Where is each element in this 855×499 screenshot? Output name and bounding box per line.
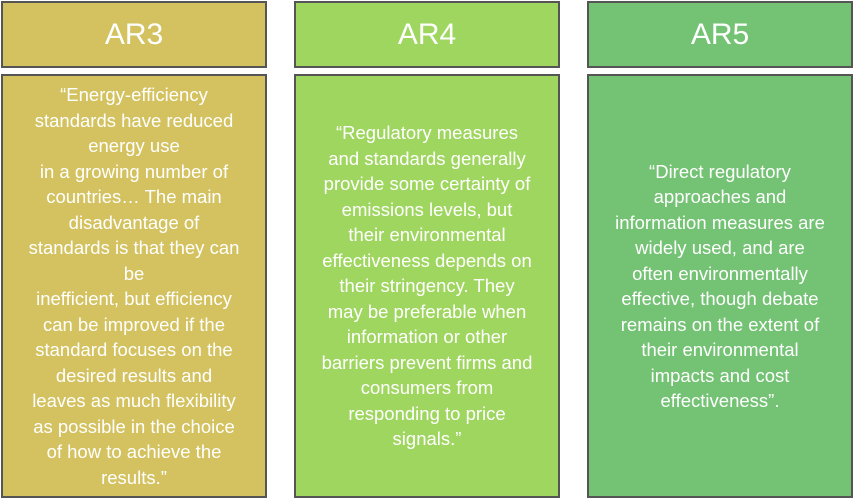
column-ar3: AR3 “Energy-efficiency standards have re…: [1, 0, 267, 499]
quote-text-ar3: “Energy-efficiency standards have reduce…: [28, 84, 240, 488]
quote-box-ar5: “Direct regulatory approaches and inform…: [587, 74, 853, 498]
title-ar3: AR3: [104, 17, 164, 51]
quote-text-ar5: “Direct regulatory approaches and inform…: [615, 160, 825, 412]
column-ar5: AR5 “Direct regulatory approaches and in…: [587, 0, 853, 499]
header-ar3: AR3: [1, 1, 267, 68]
title-ar5: AR5: [690, 17, 750, 51]
quote-box-ar3: “Energy-efficiency standards have reduce…: [1, 74, 267, 498]
header-ar5: AR5: [587, 1, 853, 68]
title-ar4: AR4: [397, 17, 457, 51]
quote-text-ar4: “Regulatory measures and standards gener…: [321, 122, 533, 450]
quote-box-ar4: “Regulatory measures and standards gener…: [294, 74, 560, 498]
column-ar4: AR4 “Regulatory measures and standards g…: [294, 0, 560, 499]
header-ar4: AR4: [294, 1, 560, 68]
